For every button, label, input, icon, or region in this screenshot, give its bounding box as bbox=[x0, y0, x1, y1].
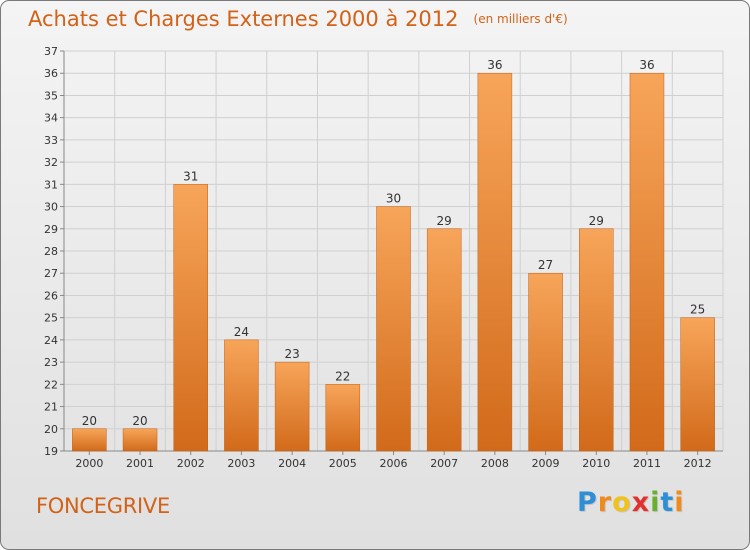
x-tick-label: 2000 bbox=[75, 457, 103, 470]
data-label-2010: 29 bbox=[589, 214, 604, 228]
y-tick-label: 21 bbox=[44, 401, 58, 414]
bar-2005 bbox=[325, 384, 361, 452]
y-tick-label: 36 bbox=[44, 67, 58, 80]
bar-2009 bbox=[528, 272, 563, 452]
place-name: FONCEGRIVE bbox=[36, 494, 170, 518]
bar-2010 bbox=[579, 228, 614, 452]
y-tick-label: 20 bbox=[44, 423, 58, 436]
x-tick-label: 2007 bbox=[430, 457, 458, 470]
bar-2003 bbox=[224, 339, 259, 452]
x-tick-label: 2011 bbox=[633, 457, 661, 470]
bar-2004 bbox=[274, 361, 310, 452]
data-label-2007: 29 bbox=[437, 214, 452, 228]
y-tick-label: 35 bbox=[44, 89, 58, 102]
x-tick-label: 2003 bbox=[227, 457, 255, 470]
x-tick-label: 2006 bbox=[380, 457, 408, 470]
proxiti-logo: Proxiti bbox=[577, 487, 685, 518]
data-label-2004: 23 bbox=[284, 347, 299, 361]
x-tick-label: 2008 bbox=[481, 457, 509, 470]
logo-letter: x bbox=[631, 487, 651, 518]
chart-unit: (en milliers d'€) bbox=[473, 12, 568, 26]
logo-letter: r bbox=[597, 487, 613, 518]
y-tick-label: 37 bbox=[44, 45, 58, 58]
data-label-2005: 22 bbox=[335, 369, 350, 383]
y-tick-label: 19 bbox=[44, 445, 58, 458]
bar-2007 bbox=[426, 228, 462, 452]
y-tick-label: 26 bbox=[44, 289, 58, 302]
logo-letter: i bbox=[650, 487, 661, 518]
bar-2000 bbox=[72, 428, 107, 452]
y-tick-label: 34 bbox=[44, 112, 58, 125]
chart-title-row: Achats et Charges Externes 2000 à 2012 (… bbox=[28, 7, 568, 31]
y-tick-label: 25 bbox=[44, 312, 58, 325]
data-label-2002: 31 bbox=[183, 169, 198, 183]
y-tick-label: 27 bbox=[44, 267, 58, 280]
data-label-2011: 36 bbox=[639, 58, 654, 72]
logo-letter: t bbox=[660, 487, 675, 518]
logo-letter: P bbox=[577, 487, 598, 518]
y-tick-label: 22 bbox=[44, 378, 58, 391]
data-label-2012: 25 bbox=[690, 303, 705, 317]
label-layer: 20 20 31 24 23 22 30 29 36 27 29 36 25 bbox=[82, 58, 706, 428]
x-tick-label: 2009 bbox=[532, 457, 560, 470]
data-label-2001: 20 bbox=[132, 414, 147, 428]
data-label-2000: 20 bbox=[82, 414, 97, 428]
axis-layer: 19 20 21 22 23 24 25 26 27 28 29 30 31 32 33 34 35 36 37 20… bbox=[44, 45, 723, 470]
x-tick-label: 2005 bbox=[329, 457, 357, 470]
x-tick-label: 2001 bbox=[126, 457, 154, 470]
chart-title: Achats et Charges Externes 2000 à 2012 bbox=[28, 7, 459, 31]
bar-2001 bbox=[122, 428, 158, 452]
data-label-2006: 30 bbox=[386, 192, 401, 206]
y-tick-label: 28 bbox=[44, 245, 58, 258]
x-tick-label: 2004 bbox=[278, 457, 306, 470]
x-tick-label: 2012 bbox=[684, 457, 712, 470]
data-label-2003: 24 bbox=[234, 325, 249, 339]
x-tick-label: 2002 bbox=[177, 457, 205, 470]
data-label-2008: 36 bbox=[487, 58, 502, 72]
bar-2002 bbox=[173, 184, 208, 452]
y-tick-label: 32 bbox=[44, 156, 58, 169]
x-tick-label: 2010 bbox=[582, 457, 610, 470]
y-tick-label: 30 bbox=[44, 201, 58, 214]
y-tick-label: 23 bbox=[44, 356, 58, 369]
y-tick-label: 24 bbox=[44, 334, 58, 347]
bar-2006 bbox=[376, 206, 411, 452]
y-tick-label: 29 bbox=[44, 223, 58, 236]
logo-letter: o bbox=[612, 487, 632, 518]
bar-layer bbox=[72, 72, 715, 452]
bar-2012 bbox=[680, 317, 715, 452]
y-tick-label: 31 bbox=[44, 178, 58, 191]
logo-letter: i bbox=[674, 487, 685, 518]
data-label-2009: 27 bbox=[538, 258, 553, 272]
y-tick-label: 33 bbox=[44, 134, 58, 147]
bar-2008 bbox=[477, 72, 513, 452]
bar-2011 bbox=[629, 72, 665, 452]
